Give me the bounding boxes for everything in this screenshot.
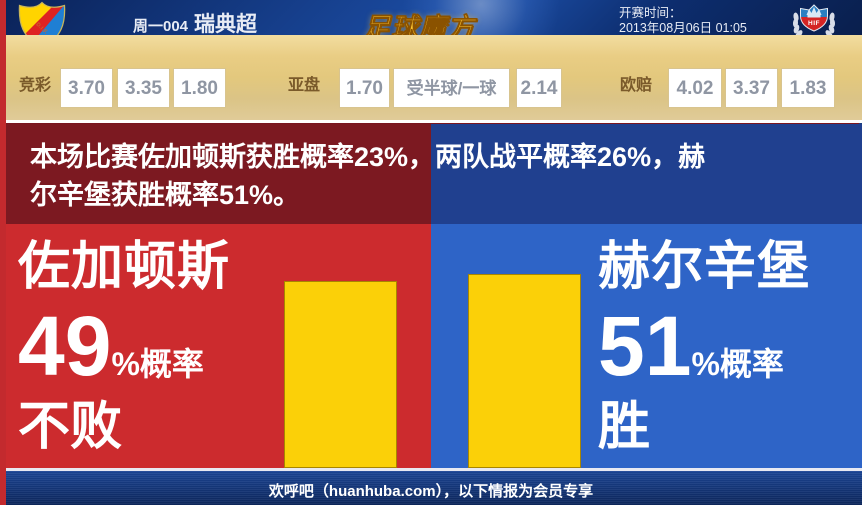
svg-text:HIF: HIF bbox=[808, 20, 820, 27]
